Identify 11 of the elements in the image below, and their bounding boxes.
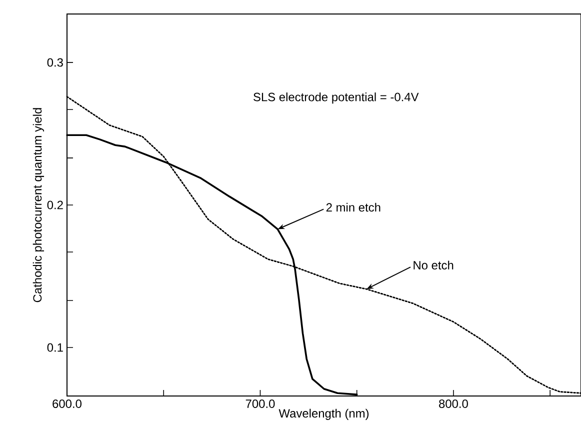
x-axis-title: Wavelength (nm) [278, 408, 369, 420]
y-tick-label: 0.3 [47, 58, 63, 67]
x-tick-label: 800.0 [439, 400, 468, 408]
x-tick-label: 700.0 [246, 400, 275, 408]
annotation: SLS electrode potential = -0.4V [254, 92, 419, 104]
x-tick-label: 600.0 [52, 400, 82, 408]
annotation: 2 min etch [326, 202, 380, 212]
y-axis-title: Cathodic photocurrent quantum yield [32, 108, 44, 302]
annotation: No etch [414, 260, 454, 270]
y-tick-label: 0.1 [47, 343, 63, 352]
y-tick-label: 0.2 [47, 200, 63, 210]
